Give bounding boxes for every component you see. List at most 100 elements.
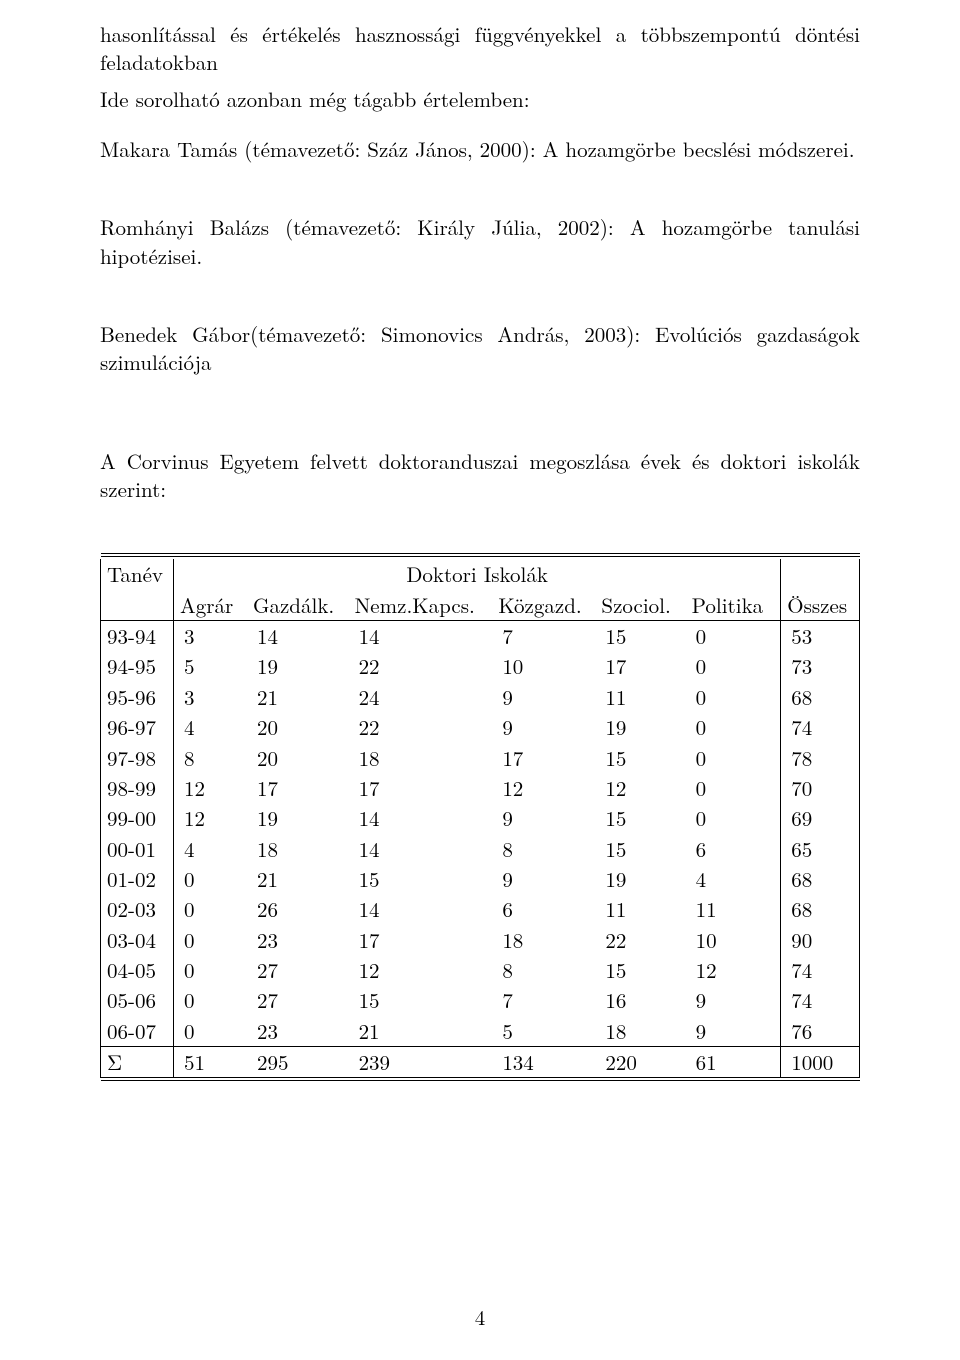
row-cell: 69 [781, 803, 860, 833]
row-cell: 9 [686, 985, 781, 1015]
row-cell: 26 [247, 894, 349, 924]
row-cell: 22 [595, 925, 685, 955]
row-cell: 23 [247, 925, 349, 955]
row-cell: 68 [781, 682, 860, 712]
row-cell: 10 [686, 925, 781, 955]
row-year: 99-00 [101, 803, 174, 833]
row-cell: 5 [174, 651, 247, 681]
row-cell: 21 [349, 1016, 493, 1047]
row-cell: 12 [686, 955, 781, 985]
row-year: 00-01 [101, 834, 174, 864]
row-cell: 12 [492, 773, 595, 803]
row-cell: 19 [595, 864, 685, 894]
table-row: 02-03026146111168 [101, 894, 860, 924]
table-row: 03-040231718221090 [101, 925, 860, 955]
row-cell: 15 [349, 864, 493, 894]
row-cell: 17 [492, 743, 595, 773]
row-cell: 0 [174, 925, 247, 955]
row-cell: 19 [247, 651, 349, 681]
table-row: 04-05027128151274 [101, 955, 860, 985]
paragraph-4: Romhányi Balázs (témavezető: Király Júli… [100, 213, 860, 270]
row-cell: 0 [174, 894, 247, 924]
page-container: hasonlítással és értékelés hasznossági f… [0, 0, 960, 1360]
paragraph-5: Benedek Gábor(témavezető: Simonovics And… [100, 320, 860, 377]
paragraph-1: hasonlítással és értékelés hasznossági f… [100, 20, 860, 77]
row-cell: 15 [595, 803, 685, 833]
row-cell: 6 [492, 894, 595, 924]
row-cell: 9 [686, 1016, 781, 1047]
row-cell: 90 [781, 925, 860, 955]
row-cell: 10 [492, 651, 595, 681]
table-row: 96-9742022919074 [101, 712, 860, 742]
row-cell: 14 [349, 621, 493, 652]
sum-cell: 220 [595, 1046, 685, 1077]
row-cell: 53 [781, 621, 860, 652]
row-year: 06-07 [101, 1016, 174, 1047]
header-cell: Szociol. [595, 590, 685, 621]
row-cell: 4 [686, 864, 781, 894]
row-year: 93-94 [101, 621, 174, 652]
row-cell: 8 [492, 955, 595, 985]
row-cell: 0 [686, 773, 781, 803]
row-cell: 0 [174, 985, 247, 1015]
header-cell [101, 590, 174, 621]
table-sum-row: Σ 51 295 239 134 220 61 1000 [101, 1046, 860, 1077]
header-group: Doktori Iskolák [174, 559, 781, 589]
row-cell: 22 [349, 651, 493, 681]
row-cell: 14 [247, 621, 349, 652]
row-cell: 18 [349, 743, 493, 773]
row-cell: 0 [174, 1016, 247, 1047]
row-cell: 14 [349, 834, 493, 864]
spacer [100, 185, 860, 213]
row-cell: 18 [492, 925, 595, 955]
row-cell: 8 [492, 834, 595, 864]
row-cell: 78 [781, 743, 860, 773]
row-cell: 73 [781, 651, 860, 681]
row-cell: 3 [174, 682, 247, 712]
row-cell: 14 [349, 894, 493, 924]
row-year: 03-04 [101, 925, 174, 955]
row-cell: 9 [492, 682, 595, 712]
row-cell: 17 [349, 925, 493, 955]
row-cell: 17 [247, 773, 349, 803]
row-cell: 76 [781, 1016, 860, 1047]
row-cell: 0 [174, 955, 247, 985]
table-row: 98-991217171212070 [101, 773, 860, 803]
header-cell: Közgazd. [492, 590, 595, 621]
table-row: 05-0602715716974 [101, 985, 860, 1015]
row-year: 94-95 [101, 651, 174, 681]
row-year: 02-03 [101, 894, 174, 924]
row-cell: 8 [174, 743, 247, 773]
row-cell: 22 [349, 712, 493, 742]
row-year: 96-97 [101, 712, 174, 742]
row-cell: 18 [595, 1016, 685, 1047]
row-cell: 4 [174, 834, 247, 864]
row-year: 05-06 [101, 985, 174, 1015]
paragraph-2: Ide sorolható azonban még tágabb értelem… [100, 85, 860, 113]
row-cell: 9 [492, 712, 595, 742]
row-cell: 16 [595, 985, 685, 1015]
sum-cell: 1000 [781, 1046, 860, 1077]
table-row: 95-9632124911068 [101, 682, 860, 712]
row-cell: 9 [492, 864, 595, 894]
row-year: 97-98 [101, 743, 174, 773]
row-cell: 15 [595, 834, 685, 864]
sum-cell: 134 [492, 1046, 595, 1077]
paragraph-3: Makara Tamás (témavezető: Száz János, 20… [100, 135, 860, 163]
table-row: 99-00121914915069 [101, 803, 860, 833]
row-cell: 11 [595, 894, 685, 924]
header-cell: Agrár [174, 590, 247, 621]
paragraph-6: A Corvinus Egyetem felvett doktorandusza… [100, 447, 860, 504]
row-cell: 9 [492, 803, 595, 833]
row-cell: 15 [595, 955, 685, 985]
row-cell: 74 [781, 712, 860, 742]
row-cell: 20 [247, 743, 349, 773]
header-cell: Politika [686, 590, 781, 621]
row-year: 04-05 [101, 955, 174, 985]
row-year: 01-02 [101, 864, 174, 894]
table-row: 97-98820181715078 [101, 743, 860, 773]
row-cell: 68 [781, 864, 860, 894]
row-cell: 7 [492, 621, 595, 652]
table-header-row-1: Tanév Doktori Iskolák [101, 559, 860, 589]
row-cell: 68 [781, 894, 860, 924]
